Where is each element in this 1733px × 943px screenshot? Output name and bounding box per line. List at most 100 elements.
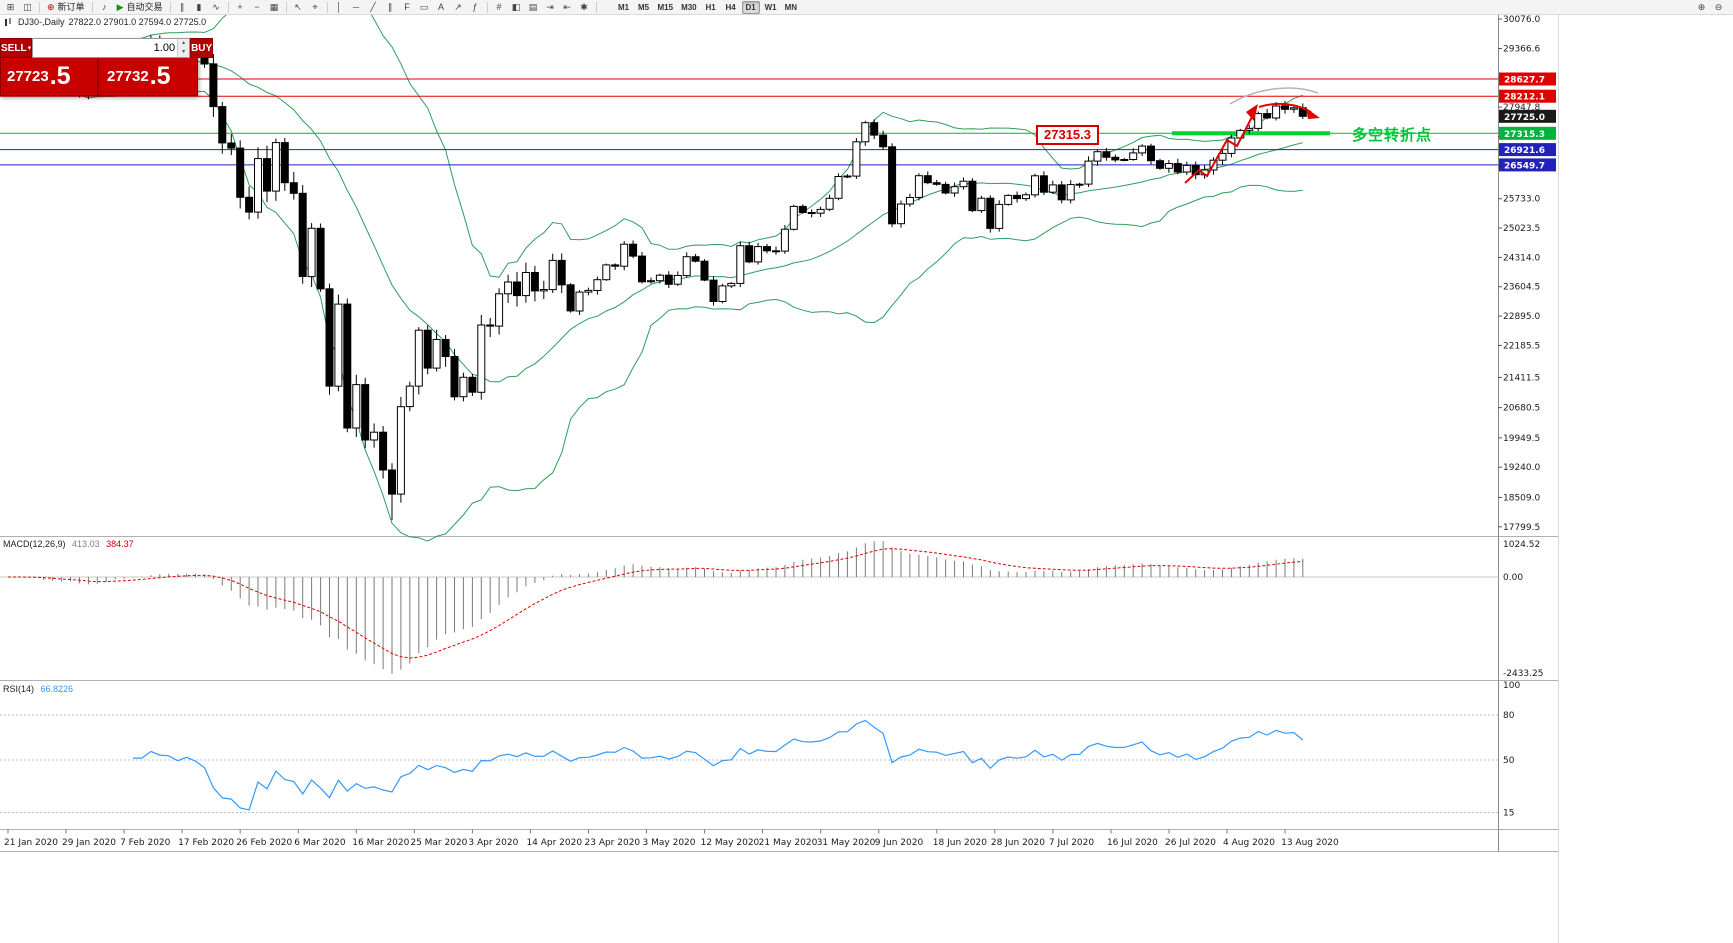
candlestick-chart-icon[interactable]: ▮	[196, 1, 202, 12]
buy-price[interactable]: 27732 .5	[97, 58, 197, 95]
volume-stepper: ▴ ▾	[177, 39, 190, 57]
timeframe-m5-button[interactable]: M5	[637, 2, 650, 12]
text-icon[interactable]: A	[437, 1, 444, 12]
svg-text:22895.0: 22895.0	[1503, 312, 1540, 322]
colors-icon[interactable]: ◧	[511, 1, 521, 12]
profiles-icon[interactable]: ◫	[23, 1, 32, 12]
arrow-tool-icon[interactable]: ↗	[454, 1, 462, 12]
svg-text:22185.5: 22185.5	[1503, 341, 1540, 351]
turning-point-note: 多空转折点	[1352, 127, 1433, 144]
vertical-line-icon[interactable]: │	[336, 1, 342, 12]
toolbar-separator	[169, 1, 171, 13]
horizontal-line-icon[interactable]: ─	[352, 1, 360, 12]
toolbar-separator	[285, 1, 287, 13]
templates-icon[interactable]: ▤	[528, 1, 538, 12]
svg-text:16 Jul 2020: 16 Jul 2020	[1107, 838, 1158, 848]
fibonacci-icon[interactable]: F	[404, 1, 410, 12]
svg-text:25733.0: 25733.0	[1503, 195, 1540, 205]
cursor-icon[interactable]: ↖	[294, 1, 302, 12]
candles	[4, 35, 1307, 521]
macd-main-value: 413.03	[72, 539, 100, 549]
toolbar-separator	[326, 1, 328, 13]
zoom-in-icon[interactable]: +	[237, 1, 243, 12]
svg-text:27725.0: 27725.0	[1504, 113, 1545, 123]
zoom-out-icon[interactable]: −	[254, 1, 260, 12]
svg-text:21 Jan 2020: 21 Jan 2020	[4, 838, 58, 848]
autotrade-button[interactable]: ▶ 自动交易	[116, 1, 163, 12]
volume-up-button[interactable]: ▴	[178, 39, 190, 48]
timeframe-m30-button[interactable]: M30	[681, 2, 697, 12]
svg-text:25 Mar 2020: 25 Mar 2020	[410, 838, 467, 848]
buy-button[interactable]: BUY	[190, 38, 214, 58]
rsi-value: 66.8226	[40, 684, 74, 694]
indicators-icon[interactable]: ƒ	[472, 1, 478, 12]
grid-icon[interactable]: #	[496, 1, 502, 12]
svg-text:27947.8: 27947.8	[1503, 103, 1540, 113]
timeframe-w1-button[interactable]: W1	[764, 2, 777, 12]
magnifier-zoom-in-icon[interactable]: ⊕	[1697, 1, 1706, 12]
tile-windows-icon[interactable]: ▦	[269, 1, 279, 12]
svg-text:20680.5: 20680.5	[1503, 404, 1540, 414]
bollinger-bands	[43, 0, 1303, 542]
svg-text:16 Mar 2020: 16 Mar 2020	[352, 838, 409, 848]
svg-text:50: 50	[1503, 756, 1515, 766]
crosshair-icon[interactable]: ⌖	[312, 1, 318, 12]
toolbar-separator	[486, 1, 488, 13]
toolbar-separator	[91, 1, 93, 13]
pivot-price-callout[interactable]: 27315.3	[1036, 125, 1099, 145]
timeframe-m1-button[interactable]: M1	[617, 2, 630, 12]
svg-text:21411.5: 21411.5	[1503, 373, 1540, 383]
new-order-button[interactable]: ⊕ 新订单	[47, 1, 85, 12]
new-chart-icon[interactable]: ⊞	[6, 1, 15, 12]
channel-icon[interactable]: ∥	[387, 1, 393, 12]
magnifier-zoom-out-icon[interactable]: ⊖	[1714, 1, 1723, 12]
chart-header: DJ30-,Daily 27822.0 27901.0 27594.0 2772…	[4, 17, 206, 27]
properties-icon[interactable]: ✱	[580, 1, 588, 12]
svg-text:24314.0: 24314.0	[1503, 253, 1540, 263]
chart-shift-icon[interactable]: ⇤	[563, 1, 571, 12]
trendline-icon[interactable]: ╱	[370, 1, 376, 12]
svg-text:29366.6: 29366.6	[1503, 44, 1540, 54]
svg-text:1024.52: 1024.52	[1503, 540, 1540, 550]
sell-price[interactable]: 27723 .5	[7, 62, 71, 90]
price-tags: 28627.7 28212.1 27725.0 27315.3 26921.6 26549…	[1499, 72, 1556, 171]
svg-text:28627.7: 28627.7	[1504, 76, 1545, 86]
autoscroll-icon[interactable]: ⇥	[546, 1, 554, 12]
svg-text:18 Jun 2020: 18 Jun 2020	[933, 838, 987, 848]
trade-panel-controls: SELL ▾ ▴ ▾ BUY	[0, 38, 214, 58]
volume-down-button[interactable]: ▾	[178, 48, 190, 57]
svg-text:12 May 2020: 12 May 2020	[701, 838, 760, 848]
timeframe-h4-button[interactable]: H4	[725, 2, 736, 12]
svg-text:18509.0: 18509.0	[1503, 493, 1540, 503]
svg-text:0.00: 0.00	[1503, 573, 1523, 583]
timeframe-m15-button[interactable]: M15	[657, 2, 674, 12]
bar-chart-icon[interactable]: ∥	[179, 1, 185, 12]
shapes-icon[interactable]: ▭	[419, 1, 429, 12]
one-click-trading-panel: SELL ▾ ▴ ▾ BUY 27723 .5 27732 .5	[0, 38, 214, 96]
volume-input[interactable]	[33, 39, 178, 57]
svg-text:27315.3: 27315.3	[1504, 130, 1545, 140]
order-options-caret-icon[interactable]: ▾	[27, 38, 33, 58]
svg-text:19240.0: 19240.0	[1503, 463, 1540, 473]
svg-text:14 Apr 2020: 14 Apr 2020	[526, 838, 582, 848]
timeframe-d1-button[interactable]: D1	[741, 0, 760, 14]
sell-button[interactable]: SELL	[0, 38, 28, 58]
toolbar-right-icons: ⊕ ⊖	[1693, 1, 1727, 14]
svg-text:23 Apr 2020: 23 Apr 2020	[585, 838, 641, 848]
macd-pane: 1024.52 0.00 -2433.25	[0, 540, 1543, 679]
svg-text:13 Aug 2020: 13 Aug 2020	[1281, 838, 1339, 848]
timeframe-mn-button[interactable]: MN	[784, 2, 798, 12]
candle-chart-icon	[4, 17, 14, 27]
svg-text:9 Jun 2020: 9 Jun 2020	[875, 838, 924, 848]
sound-icon[interactable]: ♪	[101, 1, 107, 12]
line-chart-icon[interactable]: ∿	[212, 1, 220, 12]
toolbar-separator	[227, 1, 229, 13]
timeframe-h1-button[interactable]: H1	[705, 2, 716, 12]
rsi-label: RSI(14) 66.8226	[3, 684, 77, 694]
pane-borders	[0, 0, 1559, 943]
svg-text:4 Aug 2020: 4 Aug 2020	[1223, 838, 1275, 848]
svg-text:26 Feb 2020: 26 Feb 2020	[236, 838, 292, 848]
volume-box: ▴ ▾	[32, 38, 191, 58]
